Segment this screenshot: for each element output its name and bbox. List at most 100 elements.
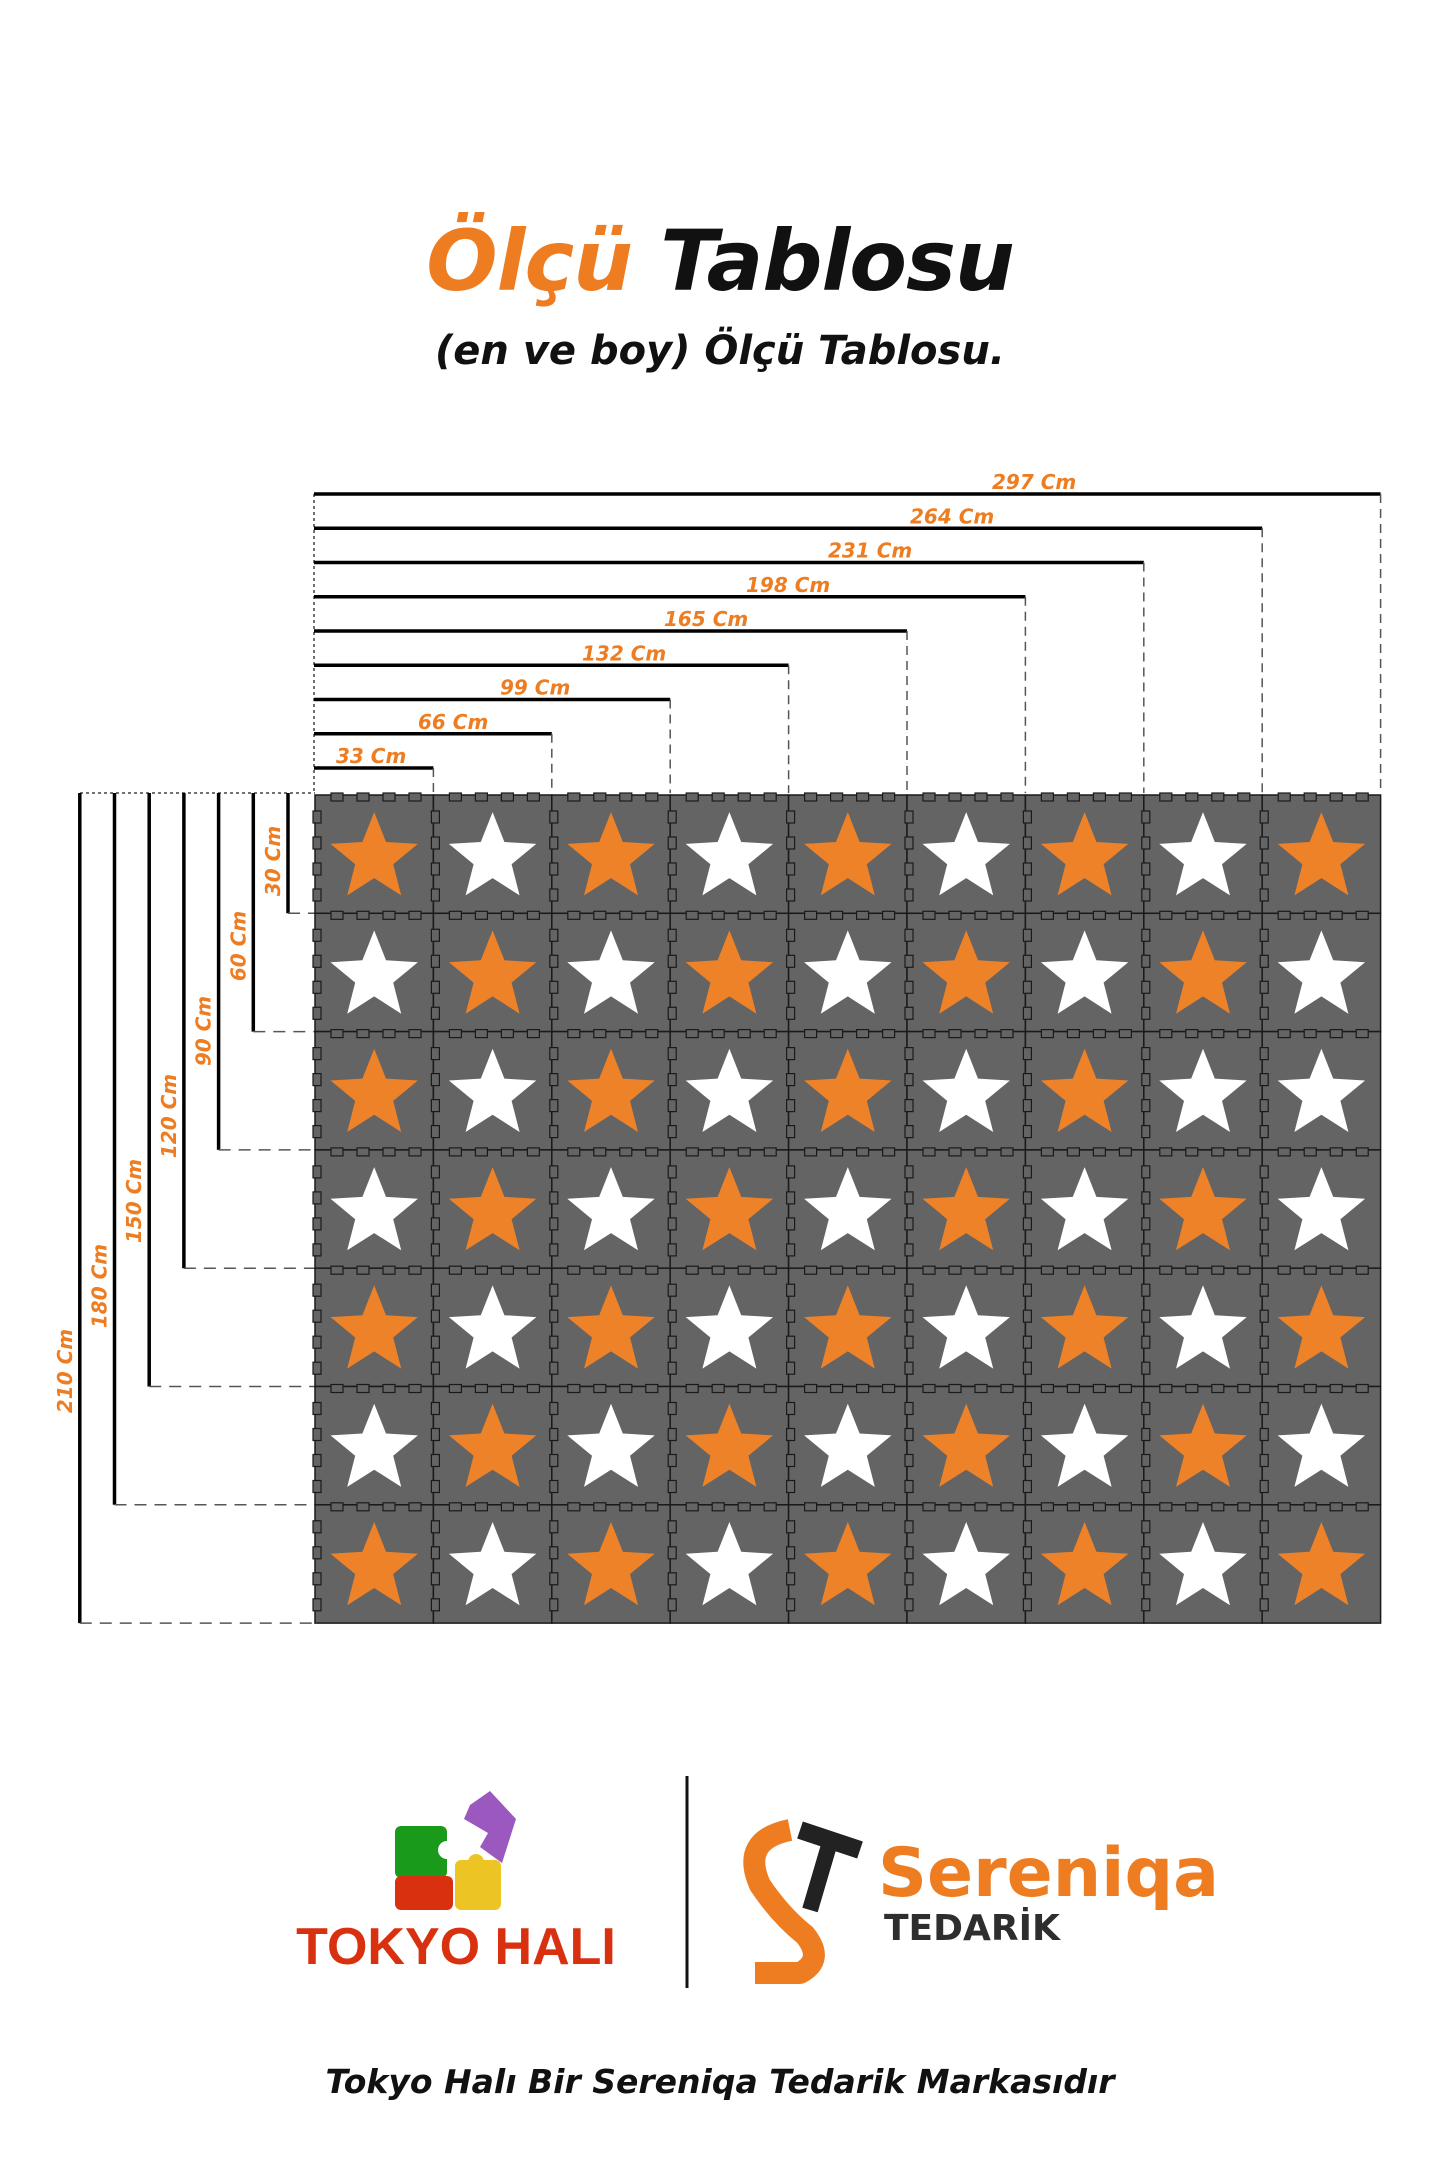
tile-tab bbox=[1277, 1028, 1291, 1039]
tile-tab bbox=[1259, 1072, 1269, 1087]
tile-tab bbox=[1141, 1217, 1151, 1231]
tile-tab bbox=[1303, 1502, 1317, 1512]
tile-tab bbox=[549, 1453, 559, 1468]
tile-tab bbox=[785, 1479, 796, 1494]
tile-tab bbox=[549, 1006, 559, 1020]
tile-tab bbox=[1118, 1502, 1133, 1512]
tile-tab bbox=[549, 1217, 559, 1231]
tile-tab bbox=[667, 888, 677, 902]
tile-tab bbox=[312, 1072, 322, 1087]
tile-tab bbox=[330, 1028, 344, 1039]
tile-tab bbox=[356, 1147, 370, 1157]
mat-tile bbox=[549, 1028, 671, 1151]
tile-tab bbox=[667, 1191, 677, 1205]
tile-tab bbox=[763, 1265, 777, 1275]
white-star-icon bbox=[448, 812, 537, 896]
tile-tab bbox=[430, 810, 440, 824]
tile-tab bbox=[549, 928, 559, 942]
tile-tab bbox=[1141, 1191, 1151, 1205]
tile-tab bbox=[500, 1028, 514, 1039]
tile-tab bbox=[567, 1265, 581, 1275]
tile-tab bbox=[667, 1165, 677, 1179]
tile-tab bbox=[829, 792, 844, 802]
tile-tab bbox=[1022, 1546, 1033, 1560]
mat-tile bbox=[667, 792, 790, 915]
width-label: 264 Cm bbox=[910, 504, 994, 528]
tile-tab bbox=[785, 954, 796, 968]
brand-logos: TOKYO HALI Sereniqa TEDARİK bbox=[296, 1776, 1219, 1988]
tile-tab bbox=[904, 888, 914, 902]
mat-tile bbox=[549, 910, 671, 1033]
tile-tab bbox=[1355, 1502, 1369, 1512]
tile-tab bbox=[1185, 1028, 1199, 1039]
mat-tile bbox=[667, 1502, 790, 1624]
tile-tab bbox=[829, 1028, 844, 1039]
tokyo-hali-logo: TOKYO HALI bbox=[296, 1791, 616, 1976]
tile-tab bbox=[1259, 1520, 1269, 1534]
tile-tab bbox=[1159, 1383, 1173, 1394]
tile-tab bbox=[855, 1502, 870, 1512]
tile-tab bbox=[855, 1028, 870, 1039]
tile-tab bbox=[785, 980, 796, 994]
tile-tab bbox=[1141, 1006, 1151, 1020]
white-star-icon bbox=[1159, 1048, 1247, 1132]
mat-tile bbox=[904, 910, 1027, 1033]
orange-star-icon bbox=[685, 1403, 774, 1487]
tedarik-text: TEDARİK bbox=[884, 1907, 1061, 1949]
tokyo-logo-text: TOKYO HALI bbox=[296, 1918, 616, 1976]
tile-tab bbox=[881, 1502, 896, 1512]
tile-tab bbox=[430, 1243, 440, 1257]
tile-tab bbox=[1022, 1479, 1033, 1494]
tile-tab bbox=[312, 1006, 322, 1020]
tile-tab bbox=[1092, 1502, 1107, 1512]
tile-tab bbox=[904, 980, 914, 994]
tile-tab bbox=[1118, 1028, 1133, 1039]
mat-tile bbox=[1259, 1147, 1382, 1269]
tile-tab bbox=[1329, 1147, 1343, 1157]
tile-tab bbox=[1040, 910, 1055, 920]
orange-star-icon bbox=[448, 1403, 537, 1487]
white-star-icon bbox=[1277, 1167, 1366, 1251]
tile-tab bbox=[430, 954, 440, 968]
tile-tab bbox=[567, 1147, 581, 1157]
tile-tab bbox=[1259, 1217, 1269, 1231]
mat-tile bbox=[785, 1502, 908, 1624]
tile-tab bbox=[549, 980, 559, 994]
tile-tab bbox=[500, 910, 514, 920]
tile-tab bbox=[667, 862, 677, 876]
tile-tab bbox=[1259, 1335, 1269, 1349]
tile-tab bbox=[312, 1401, 322, 1416]
tile-tab bbox=[1211, 1265, 1225, 1275]
tile-tab bbox=[803, 1502, 818, 1512]
tile-tab bbox=[1303, 1383, 1317, 1394]
tile-tab bbox=[667, 1546, 677, 1560]
tile-tab bbox=[948, 1383, 962, 1394]
tile-tab bbox=[549, 1283, 559, 1297]
tile-tab bbox=[785, 1283, 796, 1297]
white-star-icon bbox=[685, 1522, 774, 1606]
tile-tab bbox=[737, 1383, 751, 1394]
tile-tab bbox=[526, 1383, 541, 1394]
tile-tab bbox=[1092, 1028, 1107, 1039]
tile-tab bbox=[904, 1309, 914, 1323]
tile-tab bbox=[1040, 1383, 1055, 1394]
footer-text: Tokyo Halı Bir Sereniqa Tedarik Markasıd… bbox=[325, 2062, 1115, 2101]
tile-tab bbox=[619, 1383, 633, 1394]
mat-tile bbox=[312, 1147, 435, 1269]
tile-tab bbox=[1259, 1479, 1269, 1494]
tile-tab bbox=[1000, 1028, 1014, 1039]
tile-tab bbox=[1277, 1147, 1291, 1157]
orange-star-icon bbox=[1159, 1167, 1247, 1251]
tile-tab bbox=[312, 1453, 322, 1468]
tile-tab bbox=[1355, 792, 1369, 802]
tile-tab bbox=[408, 1265, 422, 1275]
tile-tab bbox=[785, 1401, 796, 1416]
tile-tab bbox=[763, 1383, 777, 1394]
tile-tab bbox=[1022, 836, 1033, 850]
tile-tab bbox=[408, 1028, 422, 1039]
tile-tab bbox=[1141, 1309, 1151, 1323]
tile-tab bbox=[312, 954, 322, 968]
tile-tab bbox=[763, 910, 777, 920]
tile-tab bbox=[382, 1028, 396, 1039]
tile-tab bbox=[1141, 810, 1151, 824]
